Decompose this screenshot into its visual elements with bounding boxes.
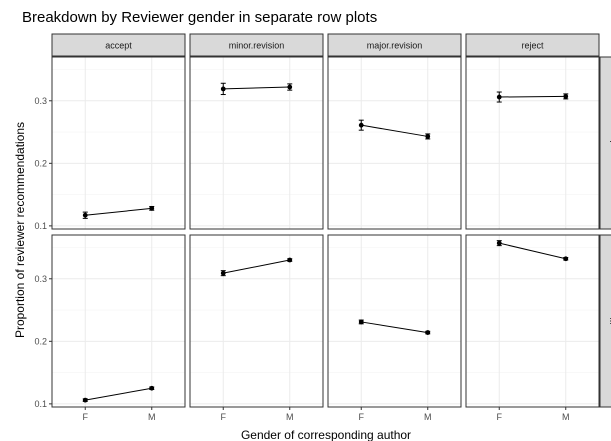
y-tick-label: 0.3 <box>34 274 47 284</box>
data-point <box>220 86 226 92</box>
data-point <box>563 94 569 99</box>
data-point <box>496 240 502 246</box>
chart-title: Breakdown by Reviewer gender in separate… <box>22 9 377 26</box>
panel-background <box>190 57 323 229</box>
x-tick-label: M <box>148 412 156 422</box>
panel-background <box>466 235 599 407</box>
facet-strip-reject <box>465 33 600 57</box>
row-strip-label: M <box>608 317 611 325</box>
facet-strip-label: minor.revision <box>229 41 285 51</box>
y-tick-label: 0.1 <box>34 399 47 409</box>
data-point <box>425 134 431 139</box>
facet-strip-accept <box>51 33 186 57</box>
x-tick-label: M <box>562 412 570 422</box>
y-tick-label: 0.3 <box>34 96 47 106</box>
panel-border <box>465 56 600 230</box>
series-line <box>223 259 290 274</box>
series-line <box>361 321 428 334</box>
y-axis-title: Proportion of reviewer recommendations <box>13 122 27 338</box>
x-tick-label: F <box>359 412 365 422</box>
data-point <box>82 212 88 218</box>
x-tick-label: F <box>497 412 503 422</box>
y-tick-label: 0.2 <box>34 336 47 346</box>
data-point <box>287 84 293 90</box>
panel-border <box>51 234 186 408</box>
data-point <box>563 256 569 262</box>
series-line <box>85 387 152 401</box>
panel-background <box>52 235 185 407</box>
series-line <box>361 124 428 137</box>
data-point <box>149 205 155 211</box>
row-strip-M <box>599 234 611 408</box>
facet-strip-label: major.revision <box>367 41 423 51</box>
data-point <box>82 397 88 403</box>
panel-background <box>466 57 599 229</box>
panel-background <box>328 57 461 229</box>
panel-border <box>51 56 186 230</box>
x-tick-label: M <box>286 412 294 422</box>
panel-border <box>327 234 462 408</box>
facet-strip-major-revision <box>327 33 462 57</box>
x-axis-title: Gender of corresponding author <box>241 428 411 441</box>
data-point <box>496 94 502 100</box>
panel-border <box>327 56 462 230</box>
data-point <box>287 257 293 263</box>
panel-border <box>189 234 324 408</box>
facet-panels: accept minor.revision major.revision reject… <box>34 33 611 422</box>
x-tick-label: F <box>221 412 227 422</box>
row-strip-label: F <box>608 140 611 146</box>
series-line <box>85 207 152 216</box>
row-strip-F <box>599 56 611 230</box>
facet-strip-minor-revision <box>189 33 324 57</box>
panel-background <box>190 235 323 407</box>
data-point <box>358 319 364 325</box>
y-tick-label: 0.1 <box>34 221 47 231</box>
data-point <box>425 330 431 335</box>
series-line <box>223 86 290 90</box>
data-point <box>358 122 364 128</box>
facet-strip-label: reject <box>521 41 544 51</box>
x-tick-label: F <box>83 412 89 422</box>
data-point <box>220 270 226 276</box>
data-point <box>149 385 155 391</box>
panel-border <box>465 234 600 408</box>
panel-background <box>328 235 461 407</box>
series-line <box>499 242 566 260</box>
y-tick-label: 0.2 <box>34 158 47 168</box>
facet-strip-label: accept <box>105 41 132 51</box>
series-line <box>499 95 566 98</box>
panel-border <box>189 56 324 230</box>
x-tick-label: M <box>424 412 432 422</box>
panel-background <box>52 57 185 229</box>
